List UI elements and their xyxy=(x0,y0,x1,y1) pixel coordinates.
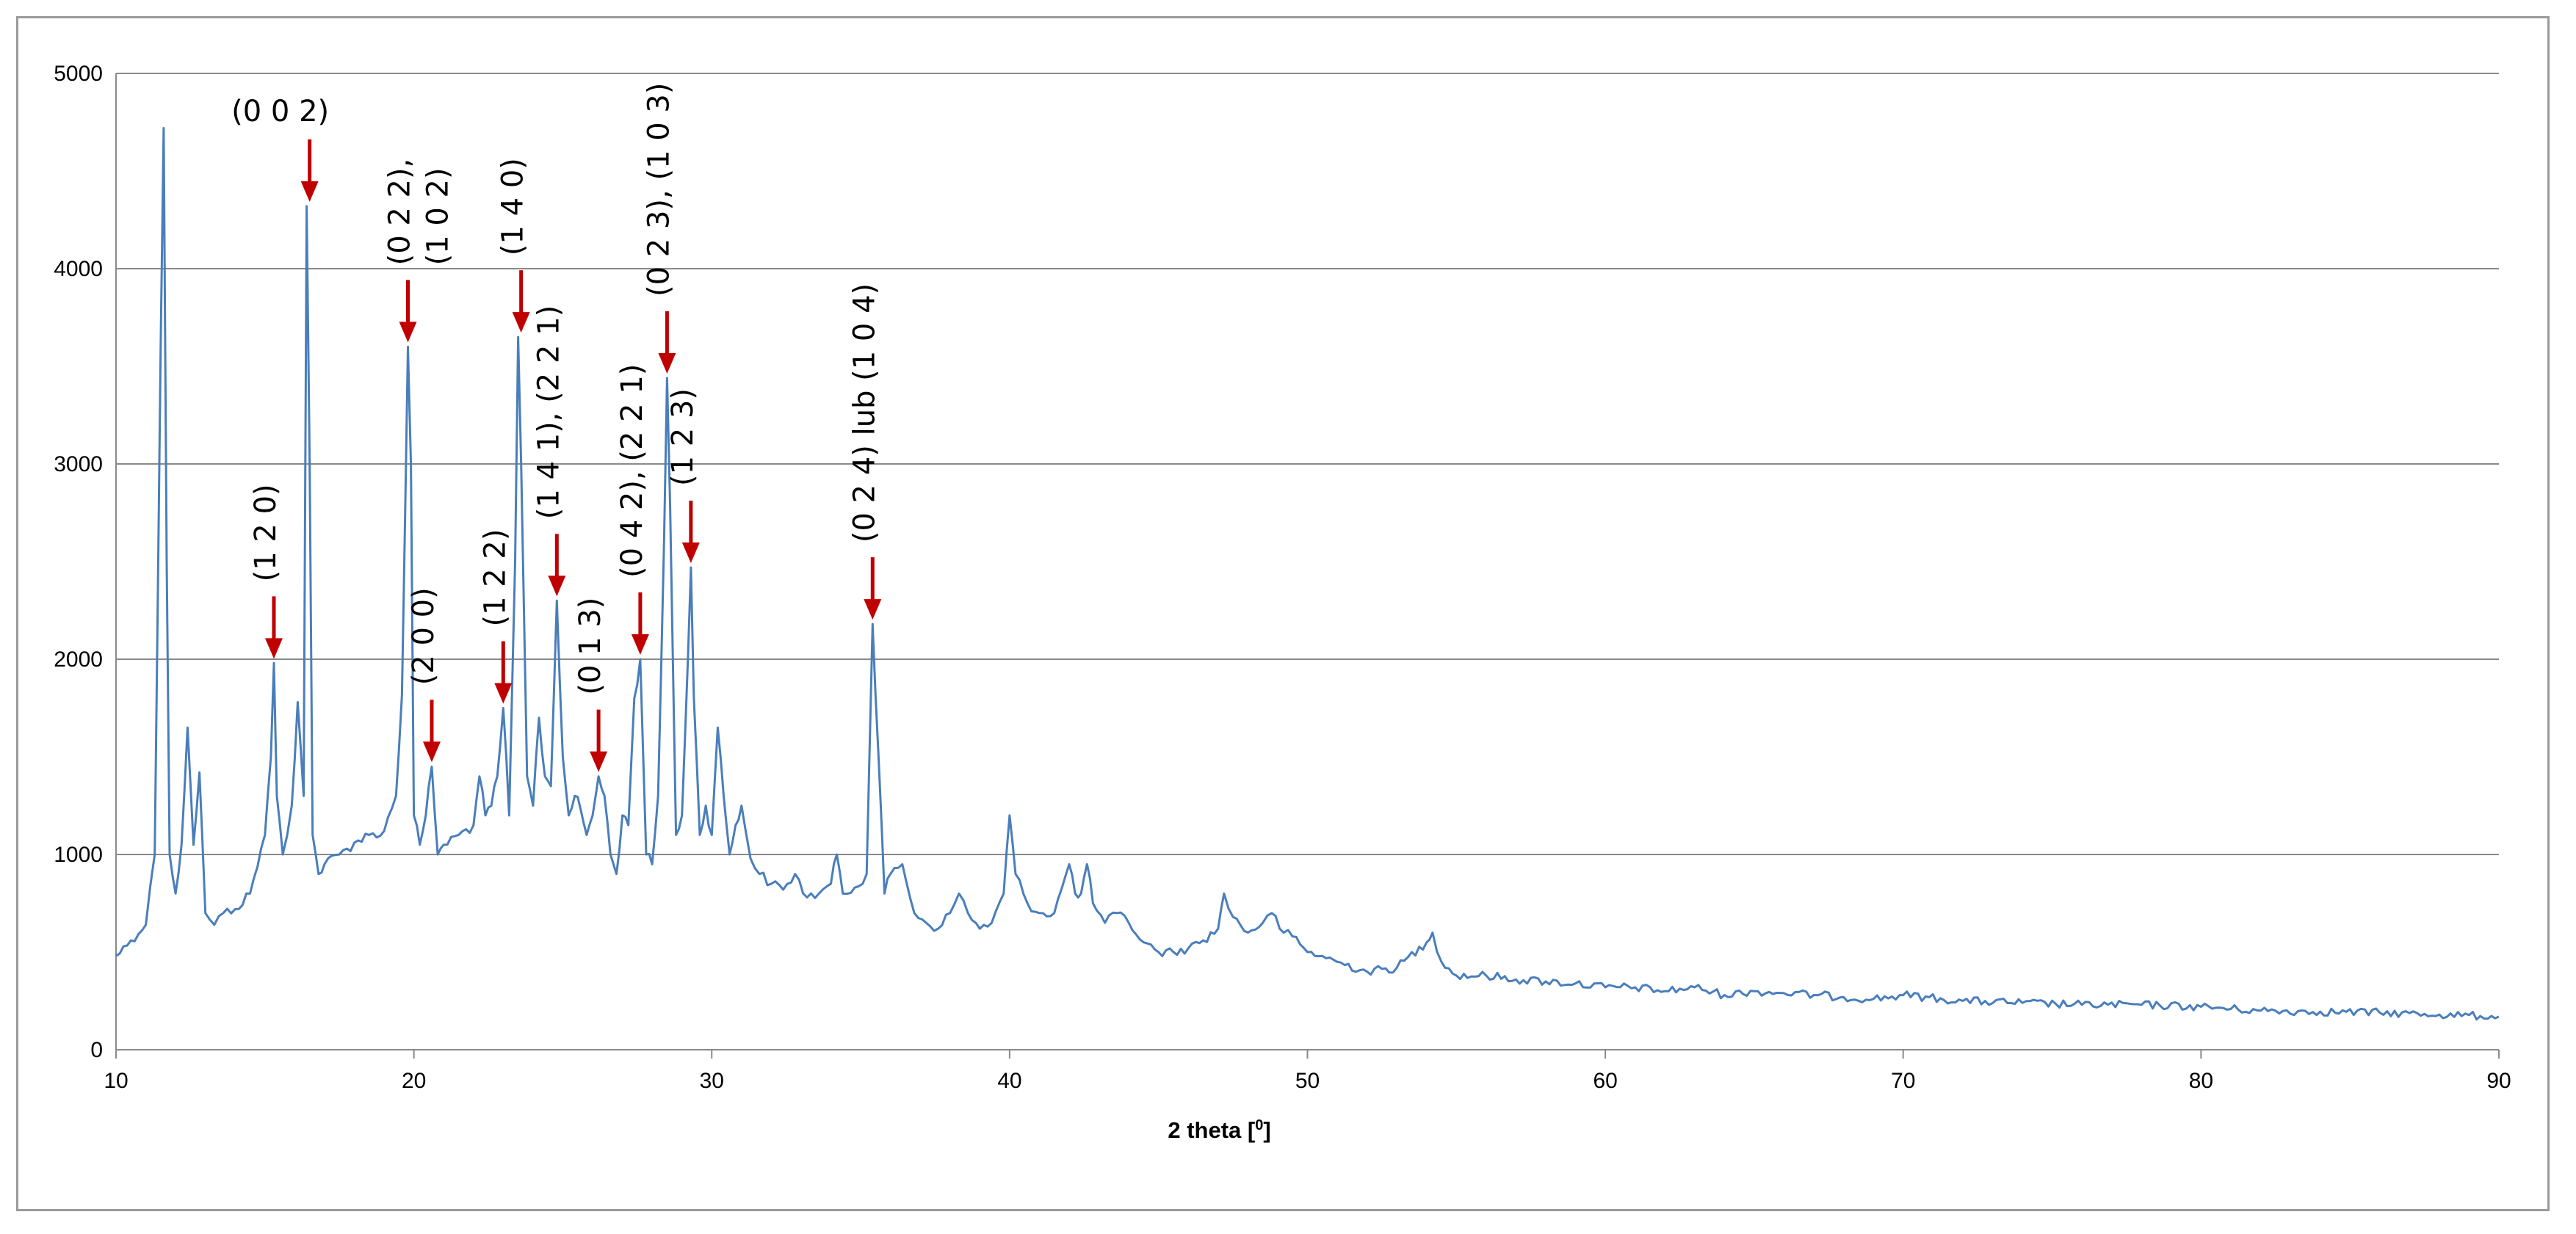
y-tick-label: 3000 xyxy=(54,452,103,476)
x-tick-label: 30 xyxy=(700,1069,724,1093)
peak-label: (0 2 3), (1 0 3) xyxy=(642,83,676,297)
x-tick-label: 10 xyxy=(104,1069,128,1093)
y-tick-label: 1000 xyxy=(54,843,103,867)
peak-label: (1 2 3) xyxy=(666,388,700,486)
peak-arrow-head xyxy=(590,751,608,772)
peak-annotations: (0 0 2) (1 2 0) (0 2 2), (1 0 2) (2 0 0) (1 2… xyxy=(231,83,882,772)
peak-label: (2 0 0) xyxy=(407,587,441,685)
x-tick-label: 80 xyxy=(2189,1069,2213,1093)
x-tick-label: 90 xyxy=(2486,1069,2511,1093)
x-tick-label: 20 xyxy=(402,1069,426,1093)
y-tick-label: 4000 xyxy=(54,257,103,281)
y-tick-label: 5000 xyxy=(54,62,103,86)
peak-label: (0 2 4) lub (1 0 4) xyxy=(847,283,881,542)
x-tick-label: 70 xyxy=(1891,1069,1915,1093)
plot-area xyxy=(115,127,2500,1021)
peak-label: (1 4 0) xyxy=(496,158,530,255)
peak-label: (1 2 0) xyxy=(249,484,283,581)
peak-arrow-head xyxy=(548,576,566,597)
x-tick-label: 50 xyxy=(1295,1069,1320,1093)
axes: 0 1000 2000 3000 4000 5000 10 20 30 40 50 60 70 80 90 xyxy=(54,62,2511,1093)
series-line xyxy=(115,127,2500,1021)
peak-arrow-head xyxy=(422,741,441,763)
peak-label: (0 4 2), (2 2 1) xyxy=(615,364,649,578)
peak-arrow-head xyxy=(512,312,530,333)
peak-label: (0 0 2) xyxy=(231,95,329,128)
x-tick-label: 60 xyxy=(1593,1069,1617,1093)
peak-label: (0 1 3) xyxy=(574,598,607,695)
y-tick-label: 2000 xyxy=(54,647,103,672)
chart-frame: 0 1000 2000 3000 4000 5000 10 20 30 40 50 60 70 80 90 … xyxy=(16,16,2550,1211)
peak-label: (1 2 2) xyxy=(478,529,512,627)
peak-arrow-head xyxy=(864,599,882,620)
peak-arrow-head xyxy=(264,638,283,659)
peak-arrow-head xyxy=(658,352,676,374)
y-tick-label: 0 xyxy=(90,1038,103,1062)
gridlines xyxy=(116,73,2499,855)
peak-arrow-head xyxy=(494,683,513,704)
x-tick-label: 40 xyxy=(997,1069,1021,1093)
peak-label: (1 0 2) xyxy=(422,167,455,265)
peak-label: (1 4 1), (2 2 1) xyxy=(532,305,565,519)
peak-arrow-head xyxy=(300,181,319,202)
x-axis-title: 2 theta [0] xyxy=(1168,1117,1270,1143)
peak-arrow-head xyxy=(631,634,649,655)
peak-label: (0 2 2), xyxy=(383,159,417,266)
peak-arrow-head xyxy=(399,322,417,343)
peak-arrow-head xyxy=(681,542,700,563)
